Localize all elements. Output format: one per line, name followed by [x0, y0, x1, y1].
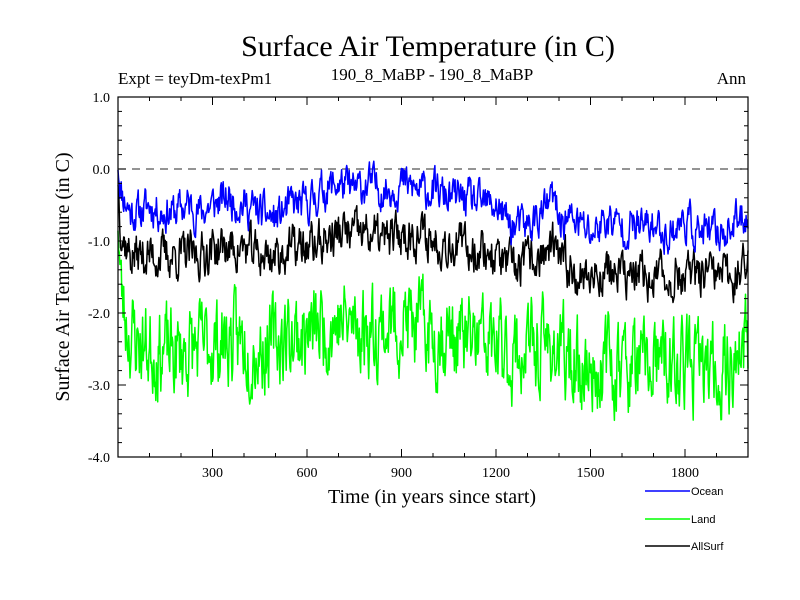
chart-title: Surface Air Temperature (in C) [241, 30, 615, 63]
legend: Ocean Land AllSurf [645, 486, 724, 553]
x-axis-label: Time (in years since start) [328, 486, 536, 508]
x-tick-label: 600 [297, 466, 318, 481]
y-tick-label: -2.0 [88, 307, 110, 322]
y-tick-label: -1.0 [88, 235, 110, 250]
y-tick-label: -4.0 [88, 451, 110, 466]
axes: 300 600 900 1200 1500 1800 1.0 0.0 -1.0 -2.0 -3.0 -… [88, 91, 749, 481]
x-tick-label: 1200 [482, 466, 510, 481]
x-tick-label: 1800 [671, 466, 699, 481]
legend-label-ocean: Ocean [691, 486, 723, 498]
y-tick-label: -3.0 [88, 379, 110, 394]
series-line-ocean [117, 160, 749, 255]
period-label: Ann [717, 69, 747, 88]
y-tick-label: 0.0 [93, 163, 111, 178]
plot-area [117, 160, 749, 422]
series-line-allsurf [117, 185, 749, 304]
legend-label-land: Land [691, 514, 715, 526]
y-tick-label: 1.0 [93, 91, 111, 106]
y-axis-label: Surface Air Temperature (in C) [52, 152, 74, 401]
comparison-label: 190_8_MaBP - 190_8_MaBP [331, 65, 533, 84]
x-tick-label: 900 [391, 466, 412, 481]
x-tick-label: 300 [202, 466, 223, 481]
series-line-land [117, 230, 749, 422]
legend-label-allsurf: AllSurf [691, 541, 724, 553]
x-tick-label: 1500 [577, 466, 605, 481]
experiment-label: Expt = teyDm-texPm1 [118, 69, 272, 88]
